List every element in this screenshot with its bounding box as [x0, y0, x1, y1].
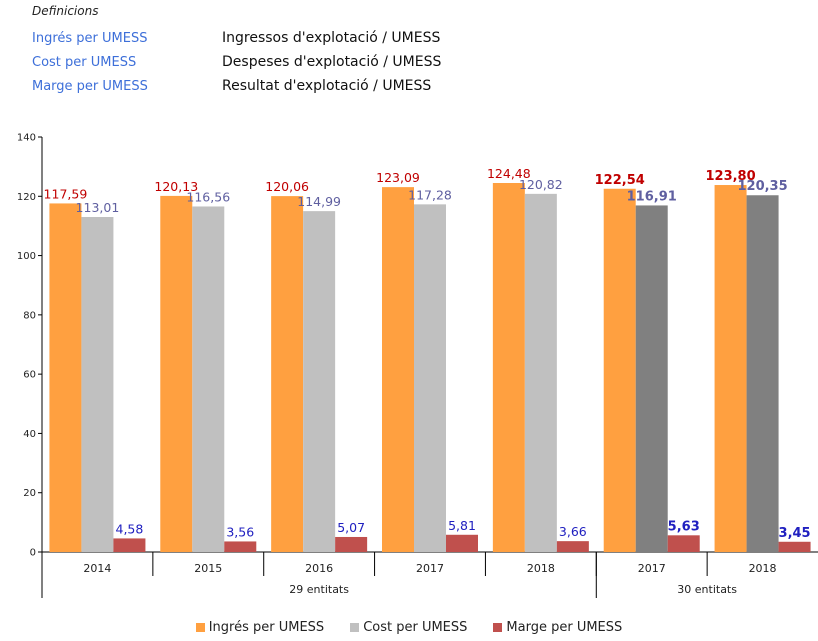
- data-label: 117,59: [44, 186, 88, 201]
- legend-item: Marge per UMESS: [493, 620, 622, 635]
- bar-0-3: [382, 187, 414, 552]
- bar-1-0: [81, 217, 114, 552]
- data-label: 120,06: [265, 179, 309, 194]
- x-tick-label: 2018: [749, 562, 777, 575]
- definition-term: Marge per UMESS: [32, 78, 148, 94]
- bar-2-2: [335, 536, 368, 552]
- data-label: 123,80: [705, 169, 755, 184]
- bar-0-6: [714, 185, 747, 552]
- data-label: 3,56: [226, 524, 254, 539]
- legend-label: Cost per UMESS: [363, 620, 468, 635]
- data-label: 116,91: [627, 189, 677, 204]
- data-label: 122,54: [595, 173, 645, 188]
- definition-term: Ingrés per UMESS: [32, 30, 148, 46]
- data-label: 4,58: [116, 521, 144, 536]
- data-label: 120,82: [519, 177, 563, 192]
- definition-term: Cost per UMESS: [32, 54, 137, 70]
- legend-swatch-cost: [350, 623, 360, 632]
- data-label: 123,09: [376, 170, 420, 185]
- data-label: 5,81: [448, 518, 476, 533]
- x-tick-label: 2015: [194, 562, 222, 575]
- bar-1-4: [524, 193, 557, 553]
- data-label: 117,28: [408, 187, 452, 202]
- data-label: 120,35: [737, 179, 787, 194]
- bar-2-3: [446, 534, 478, 552]
- bar-2-1: [224, 541, 257, 552]
- legend-label: Marge per UMESS: [506, 620, 623, 635]
- definition-row: Marge per UMESS Resultat d'explotació / …: [32, 74, 441, 98]
- data-label: 5,07: [337, 520, 365, 535]
- data-label: 113,01: [76, 200, 120, 215]
- definitions-panel: Definicions Ingrés per UMESS Ingressos d…: [32, 4, 441, 98]
- x-tick-label: 2017: [416, 562, 444, 575]
- bar-2-6: [778, 541, 811, 552]
- bar-0-2: [271, 196, 304, 553]
- x-tick-label: 2017: [638, 562, 666, 575]
- data-label: 3,66: [559, 524, 587, 539]
- x-tick-label: 2014: [83, 562, 111, 575]
- definition-description: Despeses d'explotació / UMESS: [222, 54, 442, 70]
- group-label: 30 entitats: [677, 583, 737, 596]
- legend-label: Ingrés per UMESS: [208, 620, 325, 635]
- y-tick-label: 120: [17, 192, 36, 203]
- bar-1-2: [303, 211, 336, 552]
- bar-1-6: [746, 195, 779, 552]
- definition-row: Ingrés per UMESS Ingressos d'explotació …: [32, 26, 441, 50]
- data-label: 114,99: [297, 194, 341, 209]
- definition-row: Cost per UMESS Despeses d'explotació / U…: [32, 50, 441, 74]
- legend-swatch-marge: [493, 623, 503, 632]
- y-tick-label: 80: [23, 310, 36, 321]
- y-tick-label: 140: [17, 133, 36, 144]
- definition-description: Resultat d'explotació / UMESS: [222, 78, 432, 94]
- bar-2-5: [667, 535, 700, 552]
- x-tick-label: 2018: [527, 562, 555, 575]
- data-label: 5,63: [668, 519, 700, 534]
- y-tick-label: 100: [17, 251, 36, 262]
- bar-0-5: [603, 188, 636, 553]
- x-tick-label: 2016: [305, 562, 333, 575]
- y-tick-label: 0: [30, 548, 36, 559]
- legend-swatch-ingres: [195, 623, 205, 632]
- bar-1-5: [635, 205, 668, 552]
- chart-legend: Ingrés per UMESS Cost per UMESS Marge pe…: [0, 620, 818, 635]
- y-tick-label: 60: [23, 370, 36, 381]
- definition-description: Ingressos d'explotació / UMESS: [222, 30, 441, 46]
- bar-1-1: [192, 206, 225, 553]
- legend-item: Cost per UMESS: [350, 620, 467, 635]
- bar-2-4: [556, 541, 589, 552]
- y-tick-label: 40: [23, 429, 36, 440]
- bar-0-1: [160, 195, 193, 552]
- bar-2-0: [113, 538, 146, 552]
- definitions-heading: Definicions: [32, 4, 99, 18]
- bar-0-4: [492, 183, 525, 552]
- bar-1-3: [414, 204, 446, 552]
- data-label: 120,13: [154, 179, 198, 194]
- bar-0-0: [49, 203, 82, 553]
- y-tick-label: 20: [23, 488, 36, 499]
- data-label: 124,48: [487, 166, 531, 181]
- group-label: 29 entitats: [289, 583, 349, 596]
- data-label: 3,45: [779, 526, 811, 541]
- legend-item: Ingrés per UMESS: [195, 620, 325, 635]
- data-label: 116,56: [186, 189, 230, 204]
